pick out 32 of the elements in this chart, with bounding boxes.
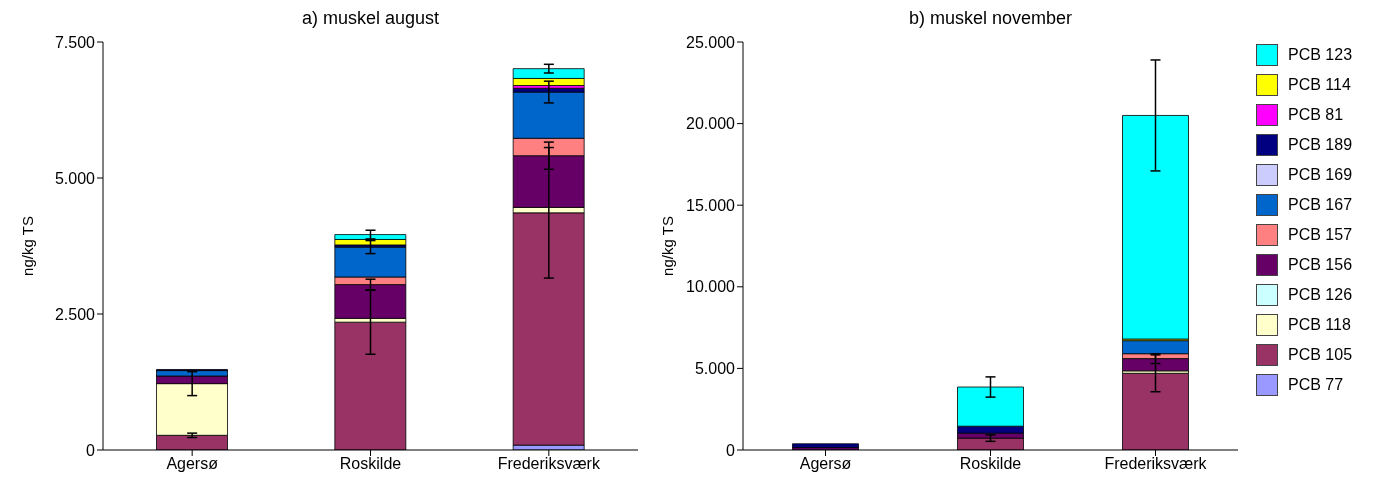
legend-label: PCB 77 — [1288, 376, 1344, 394]
legend-label: PCB 169 — [1288, 166, 1353, 184]
legend-label: PCB 81 — [1288, 106, 1344, 124]
x-tick-label: Roskilde — [959, 455, 1022, 473]
legend-label: PCB 189 — [1288, 136, 1353, 154]
legend-label: PCB 114 — [1288, 76, 1351, 94]
y-tick-label: 10.000 — [686, 278, 736, 296]
legend-label: PCB 156 — [1288, 256, 1353, 274]
legend-label: PCB 167 — [1288, 196, 1353, 214]
legend-label: PCB 118 — [1288, 316, 1351, 334]
chart-title: a) muskel august — [300, 8, 441, 30]
y-tick-label: 0 — [726, 441, 736, 459]
y-tick-label: 7.500 — [54, 33, 96, 51]
y-tick-label: 20.000 — [686, 115, 736, 133]
legend-label: PCB 157 — [1288, 226, 1353, 244]
x-tick-label: Frederiksværk — [1104, 455, 1208, 473]
x-tick-label: Agersø — [166, 455, 219, 473]
y-axis-title: ng/kg TS — [659, 216, 677, 276]
y-tick-label: 0 — [86, 441, 96, 459]
y-tick-label: 2.500 — [54, 305, 96, 323]
x-tick-label: Frederiksværk — [497, 455, 601, 473]
y-axis-title: ng/kg TS — [19, 216, 37, 276]
y-tick-label: 5.000 — [54, 169, 96, 187]
x-tick-label: Agersø — [799, 455, 852, 473]
legend-label: PCB 126 — [1288, 286, 1353, 304]
legend-label: PCB 105 — [1288, 346, 1353, 364]
y-tick-label: 25.000 — [686, 33, 736, 51]
y-tick-label: 5.000 — [694, 360, 736, 378]
y-tick-label: 15.000 — [686, 196, 736, 214]
x-tick-label: Roskilde — [339, 455, 402, 473]
chart-title: b) muskel november — [907, 8, 1074, 30]
legend-label: PCB 123 — [1288, 46, 1353, 64]
